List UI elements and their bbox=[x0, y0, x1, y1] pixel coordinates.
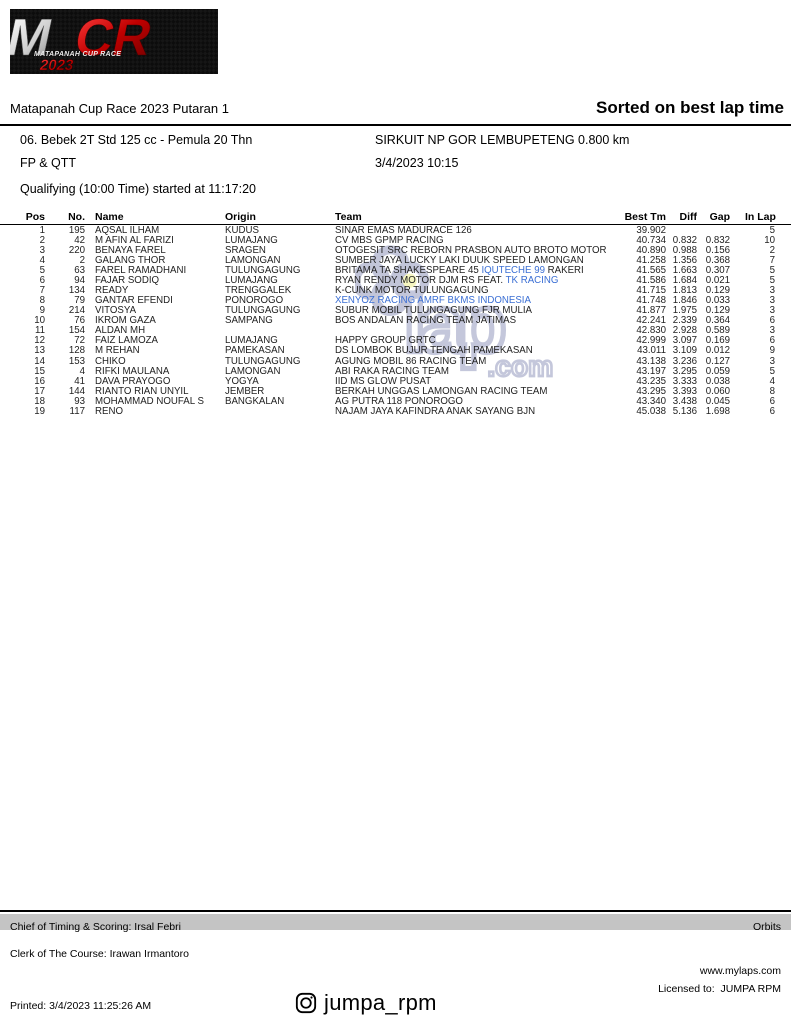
svg-text:2023: 2023 bbox=[38, 57, 75, 74]
svg-text:CR: CR bbox=[70, 9, 158, 67]
